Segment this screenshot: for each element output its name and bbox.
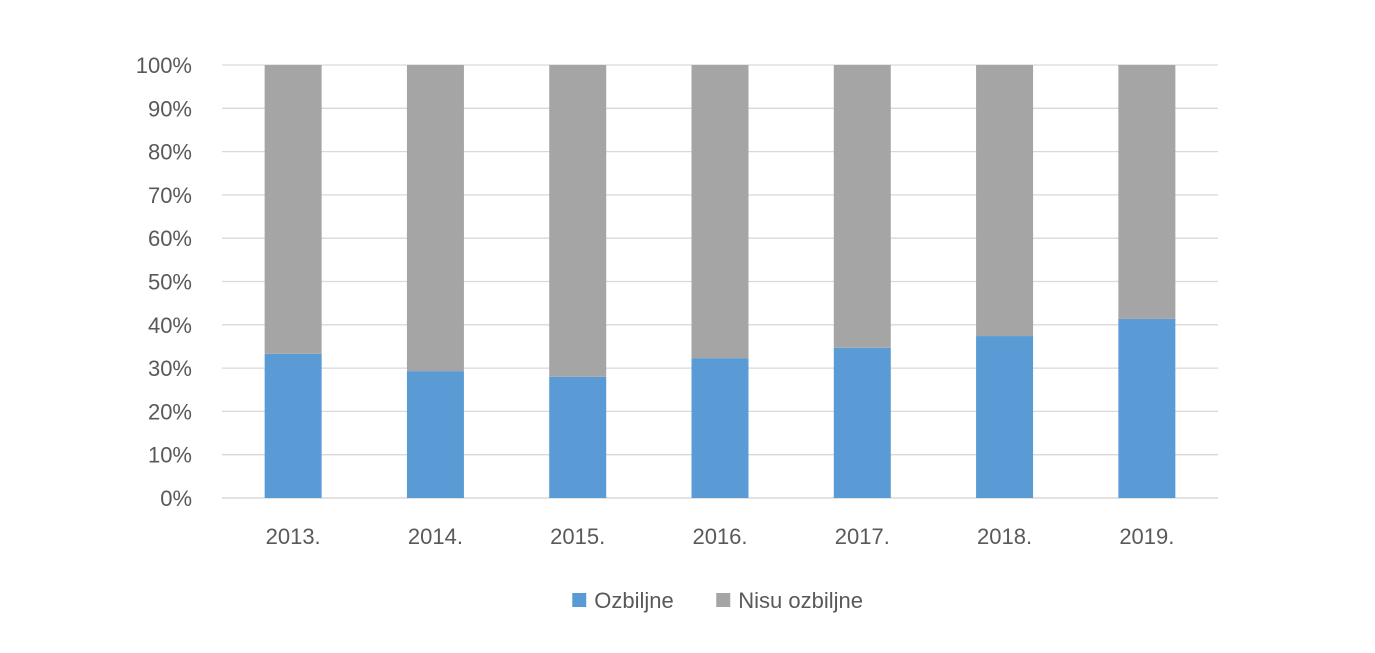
legend-item: Ozbiljne <box>572 588 674 613</box>
y-tick-label: 70% <box>148 183 192 208</box>
y-tick-label: 50% <box>148 270 192 295</box>
bar-segment <box>1118 318 1176 498</box>
x-tick-label: 2013. <box>266 524 321 549</box>
x-tick-label: 2016. <box>692 524 747 549</box>
legend-item: Nisu ozbiljne <box>716 588 863 613</box>
bar-segment <box>406 65 464 372</box>
bar-segment <box>976 336 1034 498</box>
y-tick-label: 30% <box>148 356 192 381</box>
bar-segment <box>691 65 749 359</box>
legend-label: Ozbiljne <box>594 588 673 613</box>
legend-swatch <box>716 593 731 607</box>
bar-segment <box>549 65 607 377</box>
x-tick-label: 2017. <box>835 524 890 549</box>
legend-swatch <box>572 593 587 607</box>
bar-segment <box>833 347 891 498</box>
y-tick-label: 20% <box>148 399 192 424</box>
y-tick-label: 10% <box>148 443 192 468</box>
x-tick-label: 2019. <box>1119 524 1174 549</box>
y-tick-label: 0% <box>160 486 192 511</box>
bar-segment <box>264 353 322 498</box>
bar-segment <box>264 65 322 354</box>
bar-segment <box>549 376 607 498</box>
bar-segment <box>1118 65 1176 319</box>
bar-segment <box>833 65 891 348</box>
bars <box>264 65 1176 498</box>
y-tick-label: 60% <box>148 226 192 251</box>
axes: 0% 10% 20% 30% 40% 50% 60% 70% 80% 90% 100% 2013. 20… <box>136 53 1175 549</box>
x-tick-label: 2015. <box>550 524 605 549</box>
bar-segment <box>976 65 1034 337</box>
bar-segment <box>406 371 464 498</box>
legend-label: Nisu ozbiljne <box>738 588 863 613</box>
y-tick-label: 90% <box>148 96 192 121</box>
y-tick-label: 100% <box>136 53 192 78</box>
y-tick-label: 80% <box>148 140 192 165</box>
y-tick-label: 40% <box>148 313 192 338</box>
x-tick-label: 2018. <box>977 524 1032 549</box>
legend: Ozbiljne Nisu ozbiljne <box>572 588 863 613</box>
bar-segment <box>691 358 749 498</box>
x-tick-label: 2014. <box>408 524 463 549</box>
